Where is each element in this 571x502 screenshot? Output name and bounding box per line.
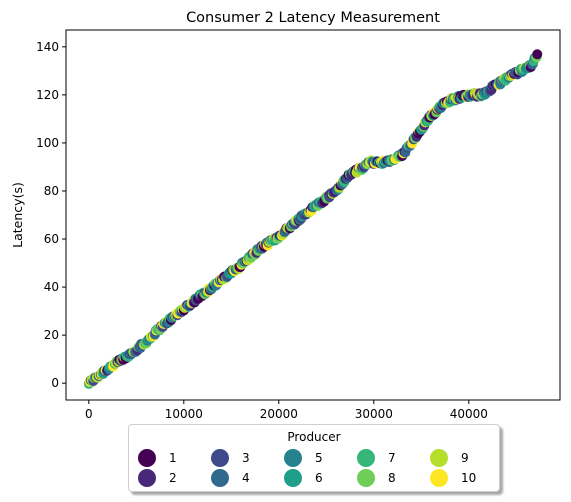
legend-marker <box>138 449 156 467</box>
legend-label: 2 <box>169 471 177 485</box>
legend-item: 7 <box>357 447 396 469</box>
legend-marker <box>211 469 229 487</box>
y-tick-label: 140 <box>36 40 59 54</box>
legend-marker <box>357 469 375 487</box>
y-tick-label: 20 <box>44 328 59 342</box>
x-tick-label: 30000 <box>355 407 393 421</box>
y-tick-label: 40 <box>44 280 59 294</box>
x-tick-label: 40000 <box>450 407 488 421</box>
x-tick-label: 0 <box>85 407 93 421</box>
legend-marker <box>138 469 156 487</box>
y-tick-label: 80 <box>44 184 59 198</box>
legend-marker <box>430 449 448 467</box>
legend-label: 10 <box>461 471 477 485</box>
legend: Producer 1 2 3 4 5 6 7 8 9 10 <box>128 424 500 492</box>
legend-marker <box>357 449 375 467</box>
legend-item: 1 <box>138 447 177 469</box>
legend-item: 9 <box>430 447 469 469</box>
y-axis: 0 20 40 60 80 100 120 140 <box>36 40 66 390</box>
legend-title: Producer <box>287 430 341 444</box>
legend-marker <box>284 449 302 467</box>
legend-marker <box>284 469 302 487</box>
plot-frame <box>65 29 561 401</box>
data-point <box>532 49 543 60</box>
legend-label: 3 <box>242 451 250 465</box>
legend-marker <box>211 449 229 467</box>
legend-label: 4 <box>242 471 250 485</box>
y-axis-label: Latency(s) <box>10 182 25 248</box>
legend-item: 8 <box>357 467 396 489</box>
legend-label: 5 <box>315 451 323 465</box>
legend-item: 2 <box>138 467 177 489</box>
legend-label: 1 <box>169 451 177 465</box>
y-tick-label: 100 <box>36 136 59 150</box>
x-tick-label: 10000 <box>165 407 203 421</box>
legend-label: 6 <box>315 471 323 485</box>
legend-item: 4 <box>211 467 250 489</box>
y-tick-label: 0 <box>51 376 59 390</box>
y-tick-label: 120 <box>36 88 59 102</box>
x-tick-label: 20000 <box>260 407 298 421</box>
legend-marker <box>430 469 448 487</box>
data-points <box>83 49 543 389</box>
chart-title: Consumer 2 Latency Measurement <box>186 10 440 26</box>
legend-item: 6 <box>284 467 323 489</box>
y-tick-label: 60 <box>44 232 59 246</box>
x-axis: 0 10000 20000 30000 40000 <box>85 400 488 421</box>
legend-item: 3 <box>211 447 250 469</box>
legend-item: 10 <box>430 467 476 489</box>
legend-label: 9 <box>461 451 469 465</box>
legend-label: 7 <box>388 451 396 465</box>
legend-item: 5 <box>284 447 323 469</box>
legend-label: 8 <box>388 471 396 485</box>
